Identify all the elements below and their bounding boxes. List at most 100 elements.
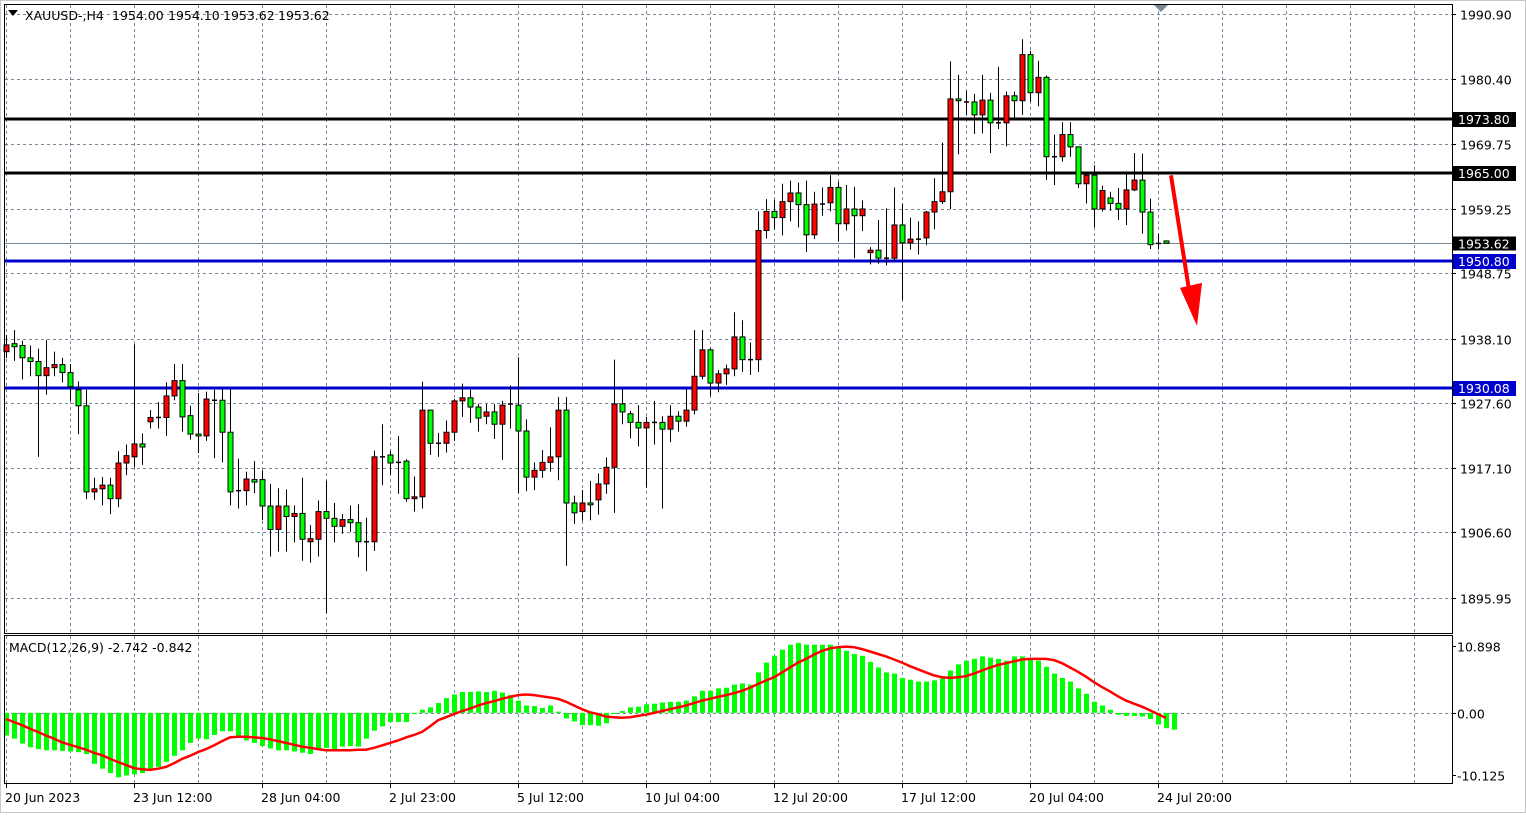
candle [251, 461, 258, 494]
macd-histogram-bar [572, 712, 577, 722]
candle [411, 476, 418, 512]
macd-histogram-bar [452, 694, 457, 713]
candle [843, 184, 850, 231]
candle [43, 339, 50, 395]
macd-histogram-bar [988, 657, 993, 713]
time-axis-label: 5 Jul 12:00 [517, 790, 584, 805]
candle [275, 488, 282, 552]
price-axis-label: 1938.10 [1460, 333, 1512, 348]
macd-histogram-bar [516, 700, 521, 713]
candle-body [259, 479, 266, 507]
candle [1163, 240, 1170, 244]
candle [884, 208, 889, 266]
price-axis-label: 1927.60 [1460, 397, 1512, 412]
candle-body [987, 99, 994, 124]
candle-body [1083, 174, 1090, 185]
macd-histogram-bar [596, 712, 601, 726]
macd-histogram-bar [116, 712, 121, 778]
annotations[interactable] [1169, 174, 1202, 326]
candle [443, 420, 450, 453]
horizontal-levels[interactable]: 1953.62 1973.80 1965.00 1950.80 1930.08 [5, 112, 1516, 396]
macd-histogram-bar [292, 712, 297, 752]
axes: 1990.90 1980.40 1969.75 1959.25 1948.75 1938.… [5, 8, 1512, 806]
macd-histogram-bar [804, 644, 809, 713]
candle [1067, 122, 1074, 157]
macd-histogram-bar [668, 701, 673, 713]
macd-histogram-bar [980, 656, 985, 713]
candle-body [931, 201, 938, 213]
macd-histogram-bar [908, 679, 913, 713]
candle-body [83, 405, 90, 493]
candle [508, 385, 513, 429]
chart-shift-marker-icon[interactable] [1154, 5, 1168, 12]
down-arrow-icon[interactable] [1169, 174, 1202, 326]
candle [867, 247, 874, 265]
macd-title: MACD(12,26,9) -2.742 -0.842 [9, 640, 192, 655]
macd-histogram-bar [692, 696, 697, 713]
macd-histogram-bar [252, 712, 257, 743]
candle [1052, 134, 1057, 185]
candle-body [123, 455, 130, 464]
candle-body [771, 210, 778, 219]
macd-histogram-bar [172, 712, 177, 756]
candle-body [115, 462, 122, 500]
price-axis-label: 1990.90 [1460, 8, 1512, 23]
candle-body [427, 409, 434, 444]
triangle-down-icon[interactable] [8, 10, 18, 16]
candle-body [483, 411, 490, 417]
macd-histogram-bar [580, 712, 585, 726]
candle [555, 397, 562, 481]
macd-histogram-bar [1044, 666, 1049, 713]
candle [156, 402, 161, 429]
price-axis-label: 1969.75 [1460, 138, 1512, 153]
candle [243, 471, 250, 506]
candle-body [291, 512, 298, 518]
macd-histogram-bar [660, 702, 665, 713]
macd-histogram-bar [684, 700, 689, 713]
macd-histogram-bar [180, 712, 185, 751]
candle [475, 403, 482, 432]
candle [499, 400, 506, 460]
macd-histogram-bar [380, 712, 385, 727]
candle [659, 416, 666, 509]
macd-histogram-bar [780, 649, 785, 713]
candle-body [803, 204, 810, 236]
macd-histogram-bar [164, 712, 169, 762]
macd-histogram-bar [948, 670, 953, 713]
macd-histogram-bar [612, 712, 617, 715]
macd-histogram-bar [396, 712, 401, 723]
macd-histogram-bar [204, 712, 209, 740]
candle [820, 187, 825, 216]
macd-histogram-bar [1132, 712, 1137, 716]
candle [707, 347, 714, 396]
macd-histogram-bar [964, 660, 969, 713]
candle-body [603, 466, 610, 485]
candle [1123, 172, 1130, 225]
candle [923, 210, 930, 246]
candle [875, 220, 882, 264]
time-axis-label: 20 Jul 04:00 [1029, 790, 1104, 805]
candle-body [179, 380, 186, 418]
candle [771, 199, 778, 230]
candle [899, 204, 906, 301]
candle-body [171, 380, 178, 397]
candle [827, 175, 834, 212]
macd-histogram-bar [916, 681, 921, 713]
macd-histogram-bar [812, 644, 817, 713]
macd-histogram-bar [1156, 712, 1161, 725]
candle-body [35, 361, 42, 377]
time-axis-label: 12 Jul 20:00 [773, 790, 848, 805]
macd-histogram-bar [108, 712, 113, 774]
macd-histogram-bar [1164, 712, 1169, 729]
candle [652, 400, 657, 445]
candle [75, 381, 82, 435]
candle-body [1019, 54, 1026, 102]
candle [987, 92, 994, 154]
candle [547, 427, 554, 472]
candle [715, 370, 722, 393]
candle-body [667, 415, 674, 430]
candle-body [779, 201, 786, 219]
candle-body [547, 456, 554, 463]
macd-histogram-bar [1036, 660, 1041, 713]
